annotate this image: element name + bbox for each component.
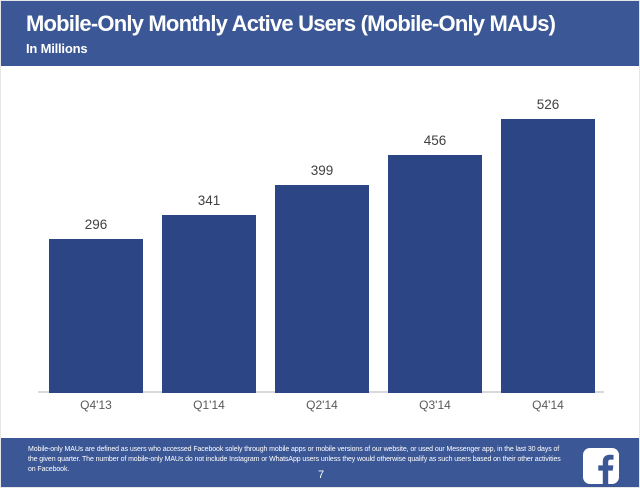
slide-footer: Mobile-only MAUs are defined as users wh… — [1, 438, 639, 487]
page-number: 7 — [317, 469, 325, 481]
bar-value-label: 456 — [423, 133, 447, 148]
slide-header: Mobile-Only Monthly Active Users (Mobile… — [1, 1, 639, 66]
bar-value-label: 296 — [84, 217, 108, 232]
x-tick-Q2'14: Q2'14 — [306, 398, 338, 412]
bar-Q1'14 — [162, 215, 256, 393]
bar-chart: 296 341 399 456 526 Q4'13 Q1'14 Q2'14 Q3'14 Q4'1… — [1, 66, 639, 438]
bar-Q2'14 — [275, 185, 369, 393]
bar-value-label: 399 — [310, 163, 334, 178]
bar-Q3'14 — [388, 155, 482, 393]
bar-Q4'14 — [501, 119, 595, 393]
page-title: Mobile-Only Monthly Active Users (Mobile… — [26, 11, 556, 36]
bar-Q4'13 — [49, 239, 143, 393]
x-tick-Q4'13: Q4'13 — [80, 398, 112, 412]
facebook-logo-icon — [583, 448, 619, 484]
footnote-text: Mobile-only MAUs are defined as users wh… — [28, 446, 561, 473]
bar-value-label: 526 — [536, 97, 560, 112]
x-tick-Q1'14: Q1'14 — [193, 398, 225, 412]
x-tick-Q4'14: Q4'14 — [532, 398, 564, 412]
x-tick-Q3'14: Q3'14 — [419, 398, 451, 412]
page-subtitle: In Millions — [26, 41, 88, 56]
bar-value-label: 341 — [197, 193, 221, 208]
